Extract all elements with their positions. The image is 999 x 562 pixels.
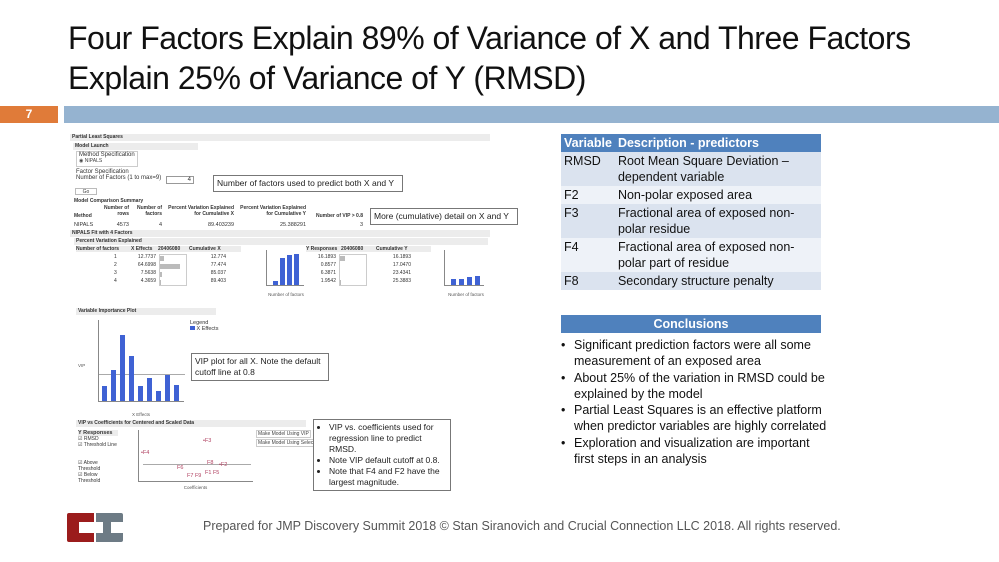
table-row: F8 Secondary structure penalty bbox=[561, 272, 821, 290]
table-row: F2 Non-polar exposed area bbox=[561, 186, 821, 204]
callout-coef-item: VIP vs. coefficients used for regression… bbox=[329, 422, 447, 455]
point-f4: •F4 bbox=[141, 450, 150, 456]
footer-text: Prepared for JMP Discovery Summit 2018 ©… bbox=[203, 519, 841, 533]
cumulative-x-chart: Number of factors bbox=[256, 248, 306, 297]
factor-spec-box: Factor Specification Number of Factors (… bbox=[76, 169, 204, 185]
model-comparison-header: Model Comparison Summary bbox=[72, 198, 372, 205]
list-item: Significant prediction factors were all … bbox=[561, 337, 833, 370]
method-radio-nipals[interactable]: ◉ NIPALS bbox=[79, 158, 103, 164]
y-responses-minibar bbox=[339, 254, 367, 286]
cumulative-y-chart: Number of factors bbox=[432, 248, 490, 297]
callout-cumulative: More (cumulative) detail on X and Y bbox=[370, 208, 518, 225]
pve-header: Percent Variation Explained bbox=[74, 238, 488, 245]
callout-coef-item: Note VIP default cutoff at 0.8. bbox=[329, 455, 447, 466]
point-f8: F8 bbox=[207, 460, 214, 466]
model-comparison-table: Method Number of rows Number of factors … bbox=[74, 205, 363, 219]
vip-coef-header: VIP vs Coefficients for Centered and Sca… bbox=[76, 420, 306, 427]
variables-table: Variable Description - predictors RMSD Roo… bbox=[561, 134, 821, 290]
nipals-fit-header: NIPALS Fit with 4 Factors bbox=[70, 230, 490, 237]
go-button[interactable]: Go bbox=[75, 188, 97, 195]
vip-coef-scatter: •F3 •F4 •F2 F8 F6 F1 F5 F7 F9 Coefficien… bbox=[130, 430, 260, 492]
point-f2: •F2 bbox=[219, 462, 228, 468]
vip-plot-header: Variable Importance Plot bbox=[76, 308, 216, 315]
y-variation-table: Y Responses 20406080 Cumulative Y 16.189… bbox=[306, 246, 431, 290]
conclusions-list: Significant prediction factors were all … bbox=[561, 337, 833, 467]
method-spec-label: Method Specification bbox=[79, 152, 135, 158]
check-above[interactable]: ☑ Above Threshold bbox=[78, 460, 101, 472]
vip-legend: Legend X Effects bbox=[190, 320, 219, 332]
point-f7-f9: F7 F9 bbox=[187, 473, 202, 479]
slide-title: Four Factors Explain 89% of Variance of … bbox=[68, 20, 911, 96]
x-variation-table: Number of factors X Effects 20406080 Cum… bbox=[76, 246, 256, 290]
conclusions-header: Conclusions bbox=[561, 315, 821, 333]
point-f6: F6 bbox=[177, 465, 184, 471]
check-rmsd[interactable]: ☑ RMSD bbox=[78, 436, 99, 442]
y-responses-panel: Y Responses ☑ RMSD ☑ Threshold Line ☑ Ab… bbox=[78, 430, 118, 484]
model-comparison-row: NIPALS 4573 4 89.403239 25.388291 3 bbox=[74, 222, 363, 228]
method-spec-box: Method Specification ◉ NIPALS bbox=[76, 151, 138, 167]
model-launch-header: Model Launch bbox=[73, 143, 198, 150]
make-model-vip-button[interactable]: Make Model Using VIP bbox=[256, 430, 311, 438]
table-row: F3 Fractional area of exposed non-polar r… bbox=[561, 204, 821, 238]
header-description: Description - predictors bbox=[614, 134, 821, 152]
header-variable: Variable bbox=[561, 134, 615, 152]
vip-bar-chart: VIP X Effects bbox=[78, 318, 188, 418]
table-row: F4 Fractional area of exposed non-polar p… bbox=[561, 238, 821, 272]
num-factors-label: Number of Factors (1 to max=9) bbox=[76, 175, 162, 181]
slide-number: 7 bbox=[0, 106, 58, 123]
jmp-report: Partial Least Squares Model Launch Metho… bbox=[70, 134, 500, 504]
num-factors-input[interactable]: 4 bbox=[166, 176, 194, 184]
callout-vip: VIP plot for all X. Note the default cut… bbox=[191, 353, 329, 381]
check-below[interactable]: ☑ Below Threshold bbox=[78, 472, 101, 484]
list-item: About 25% of the variation in RMSD could… bbox=[561, 370, 833, 403]
vip-cutoff-line bbox=[99, 373, 185, 375]
point-f3: •F3 bbox=[203, 438, 212, 444]
x-effects-minibar bbox=[159, 254, 187, 286]
company-logo-icon bbox=[67, 513, 123, 542]
callout-coef: VIP vs. coefficients used for regression… bbox=[313, 419, 451, 491]
list-item: Exploration and visualization are import… bbox=[561, 435, 833, 468]
callout-factors: Number of factors used to predict both X… bbox=[213, 175, 403, 192]
report-title: Partial Least Squares bbox=[70, 134, 490, 141]
factor-spec-label: Factor Specification bbox=[76, 169, 129, 175]
point-f1-f5: F1 F5 bbox=[205, 470, 220, 476]
list-item: Partial Least Squares is an effective pl… bbox=[561, 402, 833, 435]
callout-coef-item: Note that F4 and F2 have the largest mag… bbox=[329, 466, 447, 488]
check-threshold[interactable]: ☑ Threshold Line bbox=[78, 442, 117, 448]
header-band bbox=[64, 106, 999, 123]
table-row: RMSD Root Mean Square Deviation – depende… bbox=[561, 152, 821, 186]
